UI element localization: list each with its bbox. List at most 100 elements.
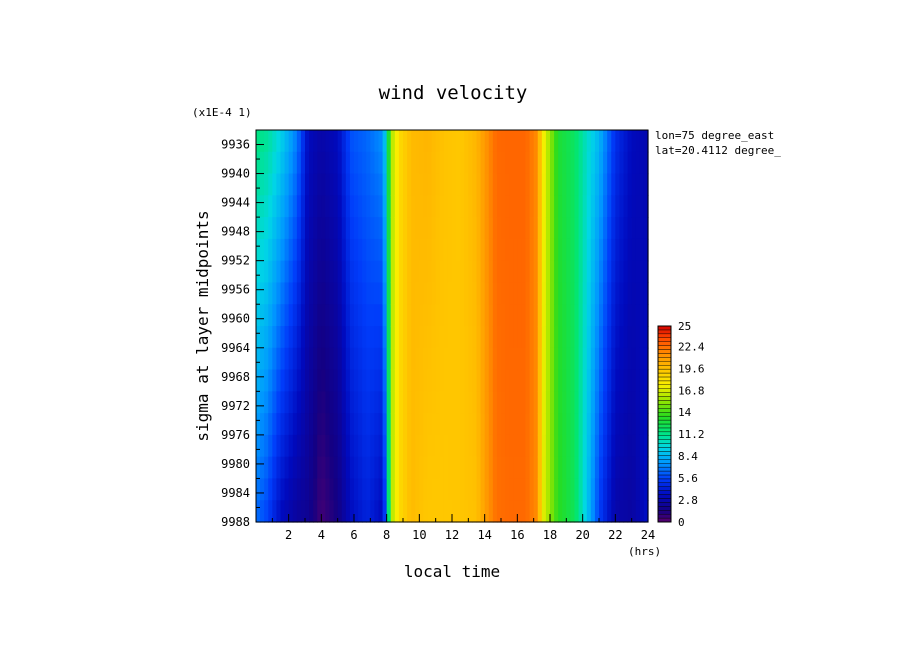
heatmap-cell [260,195,265,218]
heatmap-cell [578,130,584,153]
heatmap-cell [423,500,429,523]
heatmap-cell [382,326,388,349]
colorbar-segment [657,415,672,421]
heatmap-cell [562,456,567,480]
heatmap-cell [492,130,498,153]
heatmap-cell [599,217,604,240]
colorbar-segment [657,333,672,338]
heatmap-cell [619,434,625,458]
heatmap-cell [574,326,580,349]
heatmap-cell [362,173,367,196]
heatmap-cell [513,434,518,458]
heatmap-cell [566,413,572,436]
heatmap-cell [317,151,322,175]
heatmap-cell [554,260,559,284]
heatmap-cell [341,217,347,240]
heatmap-cell [354,304,359,327]
heatmap-cell [529,151,535,175]
heatmap-cell [525,413,531,436]
heatmap-cell [590,369,596,392]
heatmap-cell [627,173,633,196]
heatmap-cell [427,500,433,523]
heatmap-cell [603,217,608,240]
heatmap-cell [472,304,478,327]
heatmap-cell [501,238,506,262]
heatmap-cell [256,195,261,218]
heatmap-cell [501,347,506,371]
heatmap-cell [362,151,367,175]
heatmap-cell [578,456,584,480]
heatmap-cell [566,195,572,218]
heatmap-cell [423,151,429,175]
heatmap-cell [492,151,498,175]
heatmap-cell [472,238,478,262]
heatmap-cell [603,500,608,523]
heatmap-cell [288,130,294,153]
heatmap-cell [501,217,506,240]
heatmap-cell [394,130,400,153]
heatmap-cell [443,217,449,240]
heatmap-cell [292,347,298,371]
heatmap-cell [447,326,453,349]
heatmap-cell [264,151,269,175]
heatmap-cell [341,282,347,305]
heatmap-cell [529,369,535,392]
heatmap-cell [476,282,482,305]
heatmap-cell [272,369,278,392]
y-tick-label: 9936 [221,138,250,152]
heatmap-cell [329,456,335,480]
heatmap-cell [599,413,604,436]
heatmap-cell [345,260,351,284]
heatmap-cell [341,500,347,523]
heatmap-cell [374,260,380,284]
heatmap-cell [603,434,608,458]
y-tick-label: 9972 [221,399,250,413]
heatmap-cell [268,282,273,305]
heatmap-cell [627,434,633,458]
heatmap-cell [435,326,441,349]
heatmap-cell [256,478,261,501]
colorbar-segment [657,474,672,480]
heatmap-cell [256,260,261,284]
heatmap-cell [488,347,494,371]
heatmap-cell [325,391,331,414]
heatmap-cell [619,282,625,305]
heatmap-cell [558,413,563,436]
heatmap-cell [623,238,629,262]
heatmap-cell [337,500,343,523]
heatmap-cell [615,173,621,196]
heatmap-cell [337,434,343,458]
heatmap-cell [480,326,486,349]
heatmap-cell [292,282,298,305]
heatmap-cell [427,151,433,175]
heatmap-cell [570,326,576,349]
heatmap-cell [509,173,514,196]
heatmap-cell [423,369,429,392]
heatmap-cell [370,130,376,153]
heatmap-cell [300,304,306,327]
heatmap-cell [386,151,392,175]
heatmap-cell [590,478,596,501]
heatmap-cell [366,347,371,371]
heatmap-cell [639,456,645,480]
heatmap-cell [321,195,327,218]
heatmap-cell [341,391,347,414]
heatmap-cell [574,369,580,392]
heatmap-cell [586,195,592,218]
heatmap-cell [521,151,527,175]
heatmap-cell [260,413,265,436]
heatmap-cell [354,173,359,196]
heatmap-cell [317,413,322,436]
heatmap-cell [398,391,404,414]
heatmap-cell [525,260,531,284]
heatmap-cell [333,238,339,262]
heatmap-cell [325,456,331,480]
heatmap-cell [264,282,269,305]
heatmap-cell [423,391,429,414]
heatmap-cell [411,260,416,284]
heatmap-cell [488,304,494,327]
heatmap-cell [296,413,302,436]
heatmap-cell [300,326,306,349]
heatmap-cell [452,456,457,480]
heatmap-cell [370,195,376,218]
